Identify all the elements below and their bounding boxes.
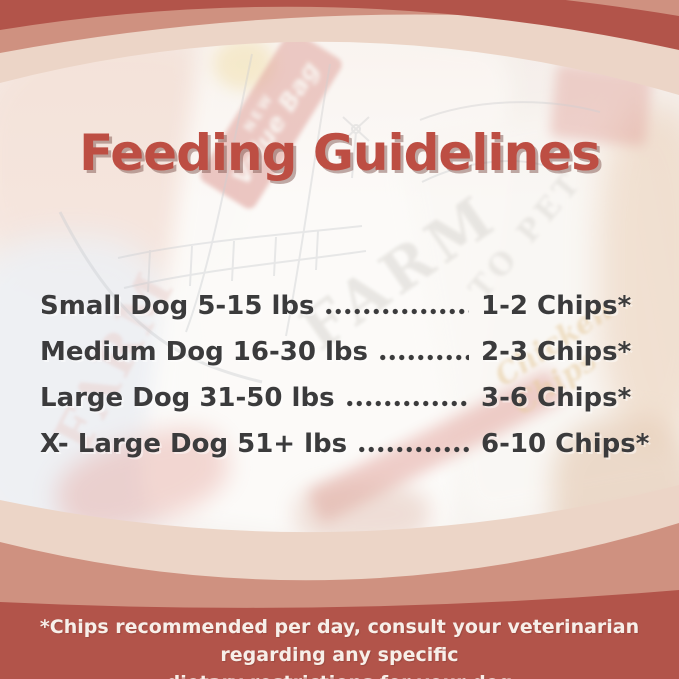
photo-peach-blob: [598, 105, 679, 440]
table-row-medium-dog: Medium Dog 16-30 lbs 2-3 Chips*: [40, 329, 633, 375]
dotted-leader: [357, 445, 469, 454]
dotted-leader: [378, 353, 469, 362]
row-value: 1-2 Chips*: [481, 291, 632, 321]
page-title: Feeding Guidelines: [79, 124, 601, 182]
footnote: *Chips recommended per day, consult your…: [0, 613, 679, 679]
feeding-guidelines-table: Small Dog 5-15 lbs 1-2 Chips* Medium Dog…: [40, 283, 650, 467]
table-row-small-dog: Small Dog 5-15 lbs 1-2 Chips*: [40, 283, 633, 329]
row-label: Small Dog 5-15 lbs: [40, 291, 315, 321]
dotted-leader: [324, 307, 469, 316]
row-value: 6-10 Chips*: [481, 429, 650, 459]
row-label: Large Dog 31-50 lbs: [40, 383, 335, 413]
row-label: X- Large Dog 51+ lbs: [40, 429, 348, 459]
row-value: 3-6 Chips*: [481, 383, 632, 413]
footnote-line-1: *Chips recommended per day, consult your…: [39, 616, 640, 666]
dotted-leader: [344, 399, 469, 408]
row-label: Medium Dog 16-30 lbs: [40, 337, 368, 367]
row-value: 2-3 Chips*: [481, 337, 632, 367]
footnote-line-2: dietary restrictions for your dog: [0, 669, 679, 679]
table-row-large-dog: Large Dog 31-50 lbs 3-6 Chips*: [40, 375, 633, 421]
table-row-xlarge-dog: X- Large Dog 51+ lbs 6-10 Chips*: [40, 421, 650, 467]
